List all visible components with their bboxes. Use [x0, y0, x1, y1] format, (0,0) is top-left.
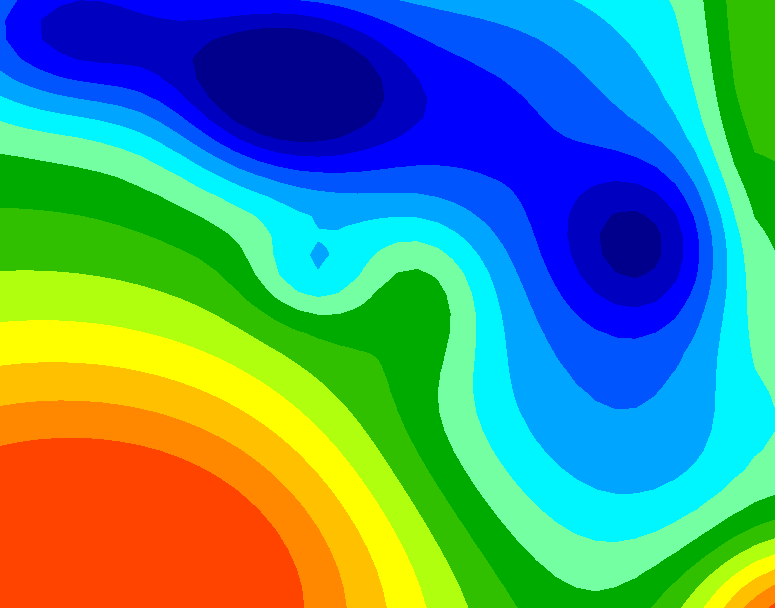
contour-plot: [0, 0, 775, 608]
